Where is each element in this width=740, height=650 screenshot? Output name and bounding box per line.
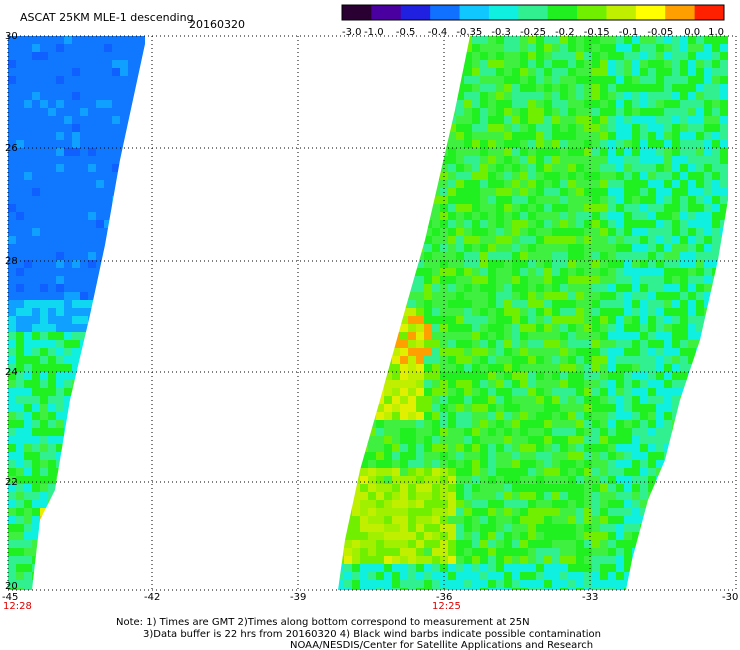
note-line-3: NOAA/NESDIS/Center for Satellite Applica… (290, 640, 593, 650)
lat-label: 20 (5, 581, 18, 592)
lon-label: -42 (144, 592, 160, 603)
lat-label: 24 (5, 367, 18, 378)
note-line-2: 3)Data buffer is 22 hrs from 20160320 4)… (143, 629, 601, 640)
lon-label: -45 (2, 592, 18, 603)
colorbar-swatch (577, 5, 607, 20)
colorbar-swatch (665, 5, 696, 20)
colorbar-labels: -3.0 -1.0 -0.5 -0.4 -0.35 -0.3 -0.25 -0.… (342, 27, 724, 38)
map-date: 20160320 (189, 18, 245, 31)
pass-time-west: 12:28 (3, 601, 32, 612)
swath-east (338, 36, 728, 590)
colorbar-label: 0.0 (684, 27, 700, 38)
map-grid (7, 35, 737, 591)
colorbar-label: -1.0 (364, 27, 384, 38)
colorbar-swatch (694, 5, 725, 20)
colorbar-swatch (635, 5, 666, 20)
map-title: ASCAT 25KM MLE-1 descending (20, 11, 194, 24)
colorbar-label: -0.2 (555, 27, 575, 38)
colorbar-label: -0.25 (520, 27, 546, 38)
colorbar-swatch (371, 5, 402, 20)
colorbar-swatch (400, 5, 431, 20)
colorbar-swatch (342, 5, 372, 20)
lat-label: 28 (5, 256, 18, 267)
lat-label: 22 (5, 477, 18, 488)
colorbar-swatch (430, 5, 461, 20)
latitude-labels: 30 26 28 24 22 20 (5, 31, 18, 592)
lon-label: -30 (722, 592, 738, 603)
note-line-1: Note: 1) Times are GMT 2)Times along bot… (116, 617, 530, 628)
colorbar-swatch (606, 5, 637, 20)
colorbar-label: -0.3 (491, 27, 511, 38)
lon-label: -39 (290, 592, 306, 603)
lat-label: 26 (5, 143, 18, 154)
lon-label: -33 (582, 592, 598, 603)
colorbar-swatch (547, 5, 578, 20)
colorbar-swatch (518, 5, 549, 20)
colorbar-label: -0.5 (396, 27, 416, 38)
colorbar-label: -0.1 (619, 27, 639, 38)
pass-time-east: 12:25 (432, 601, 461, 612)
colorbar-swatch (488, 5, 519, 20)
lat-label: 30 (5, 31, 18, 42)
longitude-labels: -45 -42 -39 -36 -33 -30 (2, 592, 738, 603)
colorbar-label: -0.35 (456, 27, 482, 38)
colorbar-label: 1.0 (708, 27, 724, 38)
colorbar-label: -0.4 (428, 27, 448, 38)
lon-label: -36 (436, 592, 452, 603)
colorbar-label: -0.15 (584, 27, 610, 38)
swath-west (8, 36, 145, 590)
colorbar-label: -0.05 (647, 27, 673, 38)
colorbar (341, 4, 725, 21)
colorbar-swatch (459, 5, 490, 20)
colorbar-label: -3.0 (342, 27, 362, 38)
